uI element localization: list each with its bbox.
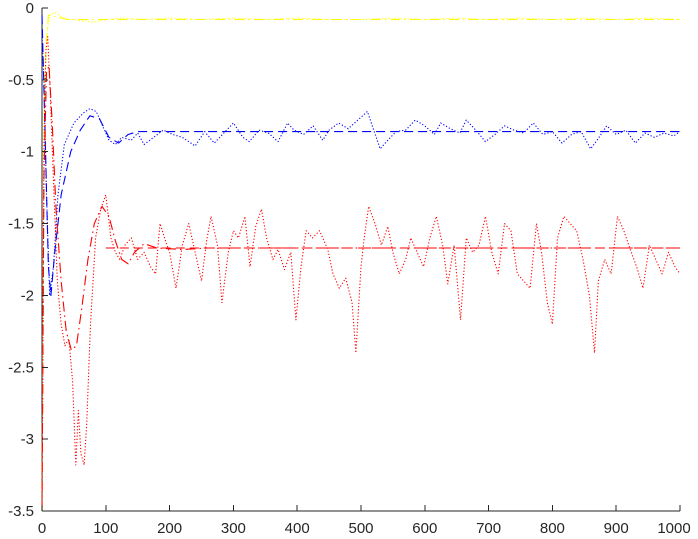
series-line-3 — [41, 15, 680, 296]
series-layer — [41, 11, 681, 512]
x-tick-label: 500 — [348, 520, 373, 537]
x-tick-label: 600 — [412, 520, 437, 537]
series-line-2 — [41, 36, 681, 296]
x-tick-label: 1000 — [657, 520, 690, 537]
x-tick-label: 200 — [157, 520, 182, 537]
x-tick-label: 300 — [221, 520, 246, 537]
y-tick-label: -0.5 — [8, 72, 34, 89]
y-tick-label: -1.5 — [8, 216, 34, 233]
y-tick-label: -3 — [21, 431, 34, 448]
y-tick-label: -2.5 — [8, 359, 34, 376]
x-tick-label: 800 — [540, 520, 565, 537]
y-tick-label: -3.5 — [8, 503, 34, 520]
x-tick-label: 700 — [476, 520, 501, 537]
x-tick-label: 400 — [285, 520, 310, 537]
x-tick-label: 0 — [38, 520, 46, 537]
series-line-5 — [41, 64, 680, 512]
series-line-1 — [41, 14, 680, 512]
y-axis-ticks: 0 -0.5 -1 -1.5 -2 -2.5 -3 -3.5 — [8, 0, 48, 520]
series-line-4 — [41, 36, 681, 512]
y-tick-label: -1 — [21, 144, 34, 161]
series-line-0 — [41, 11, 681, 512]
x-tick-label: 900 — [604, 520, 629, 537]
y-tick-label: -2 — [21, 287, 34, 304]
x-axis-ticks: 0 100 200 300 400 500 600 700 800 900 1000 — [38, 505, 691, 537]
x-tick-label: 100 — [93, 520, 118, 537]
y-tick-label: 0 — [26, 0, 34, 17]
